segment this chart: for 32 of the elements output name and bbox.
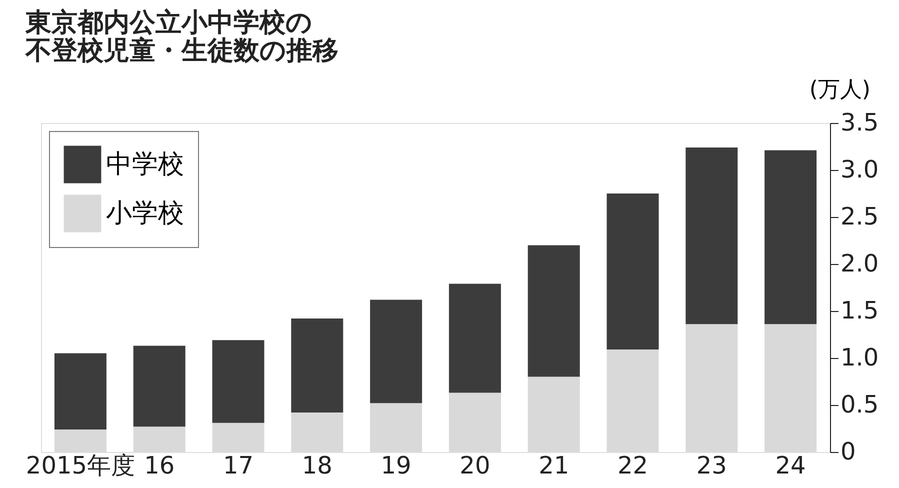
bar — [54, 353, 106, 430]
bar — [448, 284, 501, 393]
legend-label: 中学校 — [106, 150, 184, 180]
bar — [686, 147, 738, 324]
y-tick-label: 1.0 — [840, 344, 879, 372]
x-tick-label: 21 — [538, 452, 570, 480]
x-tick-label: 23 — [696, 452, 727, 480]
y-tick-label: 1.5 — [840, 296, 879, 324]
x-tick-label: 17 — [222, 452, 254, 480]
y-tick-label: 0.5 — [840, 390, 879, 418]
y-tick-label: 2.0 — [840, 250, 879, 278]
bar — [212, 340, 264, 423]
x-tick-label: 2015年度 — [26, 452, 135, 480]
y-tick-label: 3.0 — [840, 156, 879, 184]
x-tick-label: 16 — [144, 452, 175, 480]
y-tick-label: 2.5 — [840, 202, 879, 230]
y-tick-label: 0 — [840, 438, 856, 466]
bar — [133, 346, 186, 427]
y-tick-label: 3.5 — [840, 108, 879, 136]
bar — [370, 300, 422, 404]
chart-title: 東京都内公立小中学校の不登校児童・生徒数の推移 — [24, 8, 338, 66]
y-axis-title: (万人) — [809, 78, 870, 102]
bar — [606, 194, 659, 350]
x-tick-label: 24 — [775, 452, 806, 480]
legend-label: 小学校 — [106, 198, 184, 228]
bar — [291, 318, 344, 413]
x-tick-label: 20 — [460, 452, 490, 480]
bar — [764, 150, 817, 324]
bar — [528, 245, 580, 377]
x-tick-label: 19 — [380, 452, 412, 480]
x-tick-label: 22 — [617, 452, 648, 480]
x-tick-label: 18 — [302, 452, 332, 480]
